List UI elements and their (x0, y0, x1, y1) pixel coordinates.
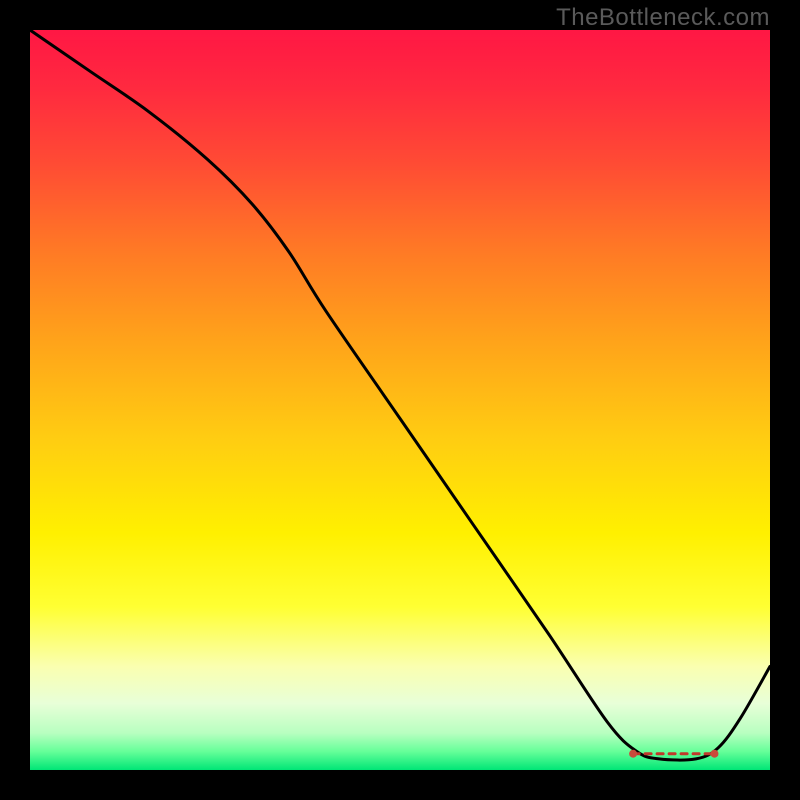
flat-marker-endpoint-right (711, 750, 719, 758)
curve-layer (30, 30, 770, 770)
chart-plot-area (30, 30, 770, 770)
watermark-text: TheBottleneck.com (556, 4, 770, 32)
main-curve (30, 30, 770, 760)
flat-marker-endpoint-left (629, 750, 637, 758)
